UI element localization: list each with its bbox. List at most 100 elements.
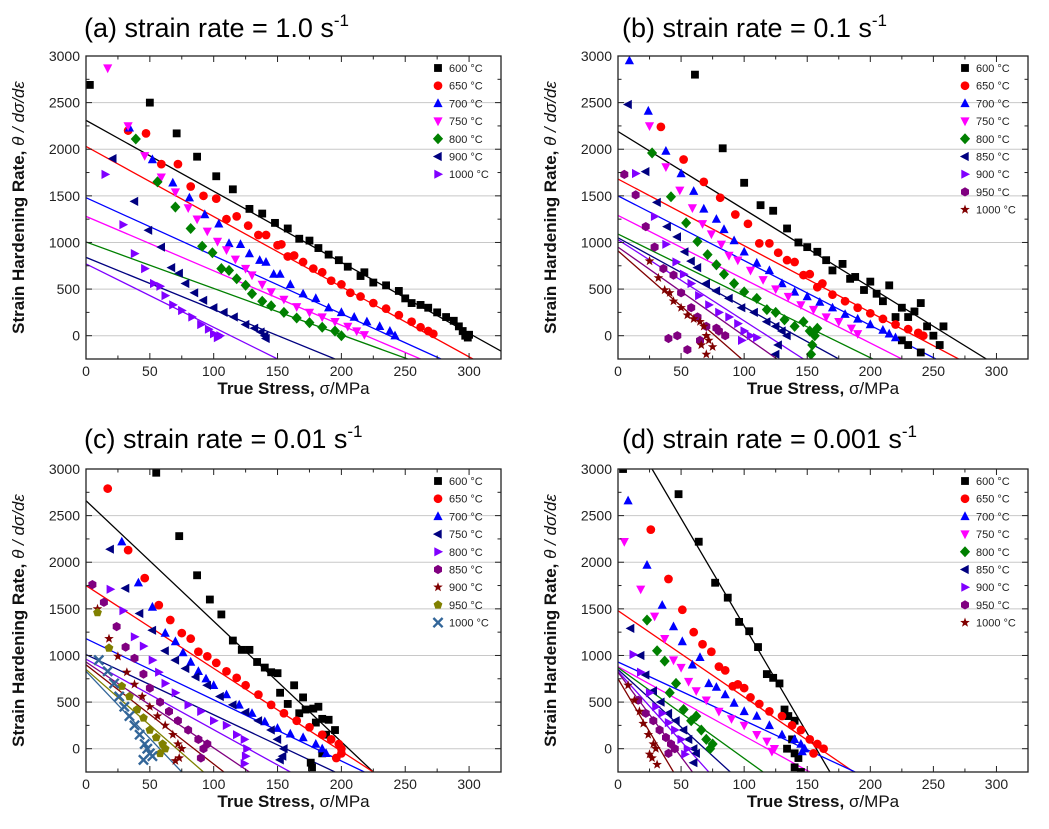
- data-point: [675, 186, 685, 196]
- data-point: [160, 646, 169, 656]
- data-point: [746, 331, 756, 341]
- data-point: [711, 214, 721, 223]
- data-point: [112, 622, 121, 632]
- data-point: [929, 331, 938, 340]
- legend-item: 700 °C: [960, 511, 1010, 523]
- y-axis-label-text: Strain Hardening Rate,: [9, 559, 28, 747]
- fit-line: [86, 658, 291, 772]
- data-point: [754, 239, 764, 248]
- data-point: [134, 729, 146, 741]
- data-point: [104, 633, 114, 643]
- data-series: [117, 536, 331, 757]
- legend-item: 700 °C: [960, 98, 1010, 110]
- data-point: [314, 244, 323, 252]
- data-point: [103, 64, 113, 74]
- data-point: [283, 252, 293, 261]
- legend-item: 600 °C: [961, 63, 1010, 75]
- chart-title-main: (c) strain rate = 0.01 s: [84, 424, 347, 454]
- y-tick-label: 2500: [49, 508, 80, 524]
- data-point: [783, 744, 791, 753]
- data-point: [764, 265, 774, 275]
- data-point: [770, 321, 780, 331]
- y-axis-label: Strain Hardening Rate, θ / dσ/dε: [9, 81, 28, 334]
- data-point: [764, 720, 774, 730]
- data-point: [278, 306, 289, 318]
- chart-panel: (a) strain rate = 1.0 s-1 0 50 100 150 200 250…: [9, 11, 502, 398]
- data-point: [865, 319, 875, 329]
- data-point: [186, 634, 196, 644]
- legend-marker: [432, 529, 442, 539]
- legend-item: 900 °C: [433, 582, 483, 594]
- data-point: [279, 295, 289, 305]
- data-point: [108, 677, 120, 689]
- legend-label: 900 °C: [449, 152, 483, 164]
- data-point: [324, 715, 333, 724]
- data-point: [853, 330, 863, 339]
- legend-label: 700 °C: [976, 98, 1010, 110]
- data-point: [822, 256, 831, 265]
- data-point: [174, 753, 184, 763]
- legend-label: 900 °C: [976, 582, 1010, 594]
- chart-title-main: (a) strain rate = 1.0 s: [84, 13, 334, 43]
- data-point: [660, 635, 670, 644]
- data-point: [267, 668, 276, 677]
- x-tick-label: 300: [457, 363, 481, 379]
- data-point: [260, 716, 270, 726]
- data-point: [129, 196, 139, 206]
- data-point: [106, 584, 116, 594]
- legend-item: 850 °C: [959, 565, 1010, 577]
- data-series: [130, 133, 347, 342]
- data-point: [170, 636, 180, 646]
- data-point: [853, 303, 863, 313]
- legend-marker: [433, 511, 443, 521]
- data-point: [156, 697, 164, 707]
- data-point: [779, 314, 790, 326]
- legend-label: 850 °C: [449, 565, 483, 577]
- data-point: [240, 734, 250, 744]
- data-point: [148, 655, 158, 665]
- legend-marker: [432, 151, 442, 162]
- data-point: [170, 655, 180, 665]
- data-point: [696, 724, 707, 736]
- data-point: [644, 122, 655, 131]
- data-point: [228, 636, 237, 645]
- data-point: [762, 737, 772, 747]
- data-point: [324, 250, 333, 259]
- data-point: [343, 262, 352, 271]
- fit-line: [618, 214, 903, 359]
- data-point: [681, 749, 690, 759]
- data-point: [790, 749, 799, 758]
- data-point: [201, 673, 211, 683]
- data-point: [188, 312, 197, 322]
- data-point: [794, 754, 803, 762]
- fit-line: [86, 197, 442, 359]
- data-point: [145, 725, 155, 734]
- legend-item: 600 °C: [434, 63, 483, 75]
- data-point: [222, 666, 231, 676]
- data-point: [623, 99, 632, 110]
- data-point: [299, 693, 307, 702]
- x-tick-label: 300: [985, 776, 1009, 792]
- legend-item: 800 °C: [434, 547, 483, 559]
- data-series: [93, 654, 158, 766]
- y-tick-label: 500: [589, 281, 613, 297]
- legend-label: 1000 °C: [449, 169, 489, 181]
- data-point: [202, 652, 212, 661]
- x-axis-label-text: True Stress,: [217, 792, 319, 811]
- data-point: [88, 580, 97, 590]
- legend-label: 900 °C: [449, 582, 483, 594]
- data-point: [173, 739, 183, 749]
- data-point: [702, 249, 713, 261]
- data-point: [180, 278, 190, 289]
- data-point: [817, 279, 827, 288]
- legend-marker: [960, 617, 970, 627]
- data-series: [620, 169, 730, 355]
- plot-frame: [617, 55, 1029, 360]
- y-tick-label: 2500: [581, 95, 612, 111]
- data-point: [646, 525, 656, 534]
- data-point: [177, 743, 187, 753]
- plot-area: [86, 469, 374, 772]
- data-point: [369, 278, 378, 287]
- data-point: [165, 706, 173, 716]
- data-point: [885, 281, 894, 290]
